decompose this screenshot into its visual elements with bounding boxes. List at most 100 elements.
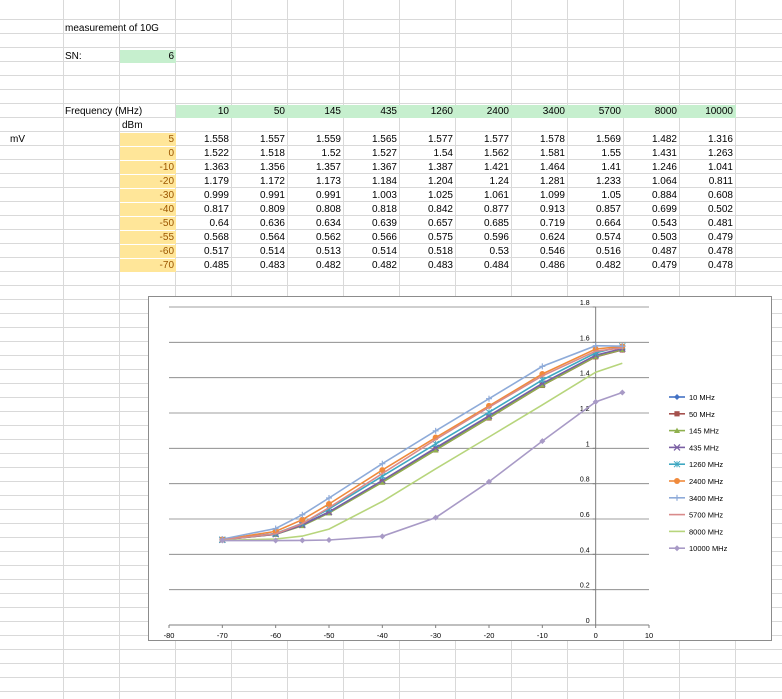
frequency-header-cell[interactable]: 1260 — [430, 106, 453, 117]
table-value-cell[interactable]: 0.877 — [483, 204, 509, 215]
table-value-cell[interactable]: 1.099 — [539, 190, 565, 201]
table-value-cell[interactable]: 1.316 — [707, 134, 733, 145]
table-value-cell[interactable]: 1.527 — [371, 148, 397, 159]
table-value-cell[interactable]: 1.281 — [539, 176, 565, 187]
dbm-cell[interactable]: -40 — [120, 203, 176, 216]
table-value-cell[interactable]: 1.55 — [601, 148, 621, 159]
table-value-cell[interactable]: 0.482 — [371, 260, 397, 271]
table-value-cell[interactable]: 0.484 — [483, 260, 509, 271]
dbm-cell[interactable]: 5 — [120, 133, 176, 146]
dbm-cell[interactable]: -55 — [120, 231, 176, 244]
table-value-cell[interactable]: 1.581 — [539, 148, 565, 159]
table-value-cell[interactable]: 1.357 — [315, 162, 341, 173]
table-value-cell[interactable]: 0.546 — [539, 246, 565, 257]
table-value-cell[interactable]: 1.565 — [371, 134, 397, 145]
table-value-cell[interactable]: 1.05 — [601, 190, 621, 201]
table-value-cell[interactable]: 0.809 — [259, 204, 285, 215]
table-value-cell[interactable]: 1.482 — [651, 134, 677, 145]
table-value-cell[interactable]: 1.577 — [483, 134, 509, 145]
table-value-cell[interactable]: 0.543 — [651, 218, 677, 229]
table-value-cell[interactable]: 1.522 — [203, 148, 229, 159]
dbm-cell[interactable]: -70 — [120, 259, 176, 272]
table-value-cell[interactable]: 0.811 — [708, 176, 733, 187]
table-value-cell[interactable]: 1.367 — [371, 162, 397, 173]
table-value-cell[interactable]: 0.518 — [427, 246, 453, 257]
table-value-cell[interactable]: 1.559 — [315, 134, 341, 145]
sn-value-cell[interactable]: 6 — [120, 50, 176, 63]
frequency-header-cell[interactable]: 3400 — [542, 106, 565, 117]
table-value-cell[interactable]: 0.624 — [539, 232, 565, 243]
table-value-cell[interactable]: 1.173 — [315, 176, 341, 187]
table-value-cell[interactable]: 0.514 — [259, 246, 285, 257]
table-value-cell[interactable]: 1.263 — [707, 148, 733, 159]
table-value-cell[interactable]: 0.568 — [203, 232, 229, 243]
table-value-cell[interactable]: 1.246 — [651, 162, 677, 173]
table-value-cell[interactable]: 0.516 — [595, 246, 621, 257]
table-value-cell[interactable]: 0.685 — [483, 218, 509, 229]
frequency-header-cell[interactable]: 10000 — [705, 106, 733, 117]
table-value-cell[interactable]: 0.483 — [427, 260, 453, 271]
table-value-cell[interactable]: 0.636 — [259, 218, 285, 229]
table-value-cell[interactable]: 0.991 — [315, 190, 341, 201]
table-value-cell[interactable]: 0.817 — [203, 204, 229, 215]
table-value-cell[interactable]: 1.172 — [259, 176, 285, 187]
frequency-header-cell[interactable]: 5700 — [598, 106, 621, 117]
table-value-cell[interactable]: 1.558 — [203, 134, 229, 145]
table-value-cell[interactable]: 1.569 — [595, 134, 621, 145]
table-value-cell[interactable]: 0.657 — [427, 218, 453, 229]
mv-unit-label[interactable]: mV — [10, 134, 25, 145]
table-value-cell[interactable]: 0.478 — [707, 246, 733, 257]
table-value-cell[interactable]: 0.483 — [259, 260, 285, 271]
table-value-cell[interactable]: 0.566 — [371, 232, 397, 243]
table-value-cell[interactable]: 0.664 — [595, 218, 621, 229]
frequency-header-cell[interactable]: 2400 — [486, 106, 509, 117]
frequency-header-cell[interactable]: 8000 — [654, 106, 677, 117]
table-value-cell[interactable]: 1.24 — [489, 176, 509, 187]
table-value-cell[interactable]: 0.562 — [315, 232, 341, 243]
table-value-cell[interactable]: 1.577 — [427, 134, 453, 145]
table-value-cell[interactable]: 0.564 — [259, 232, 285, 243]
frequency-label[interactable]: Frequency (MHz) — [65, 106, 143, 117]
table-value-cell[interactable]: 0.699 — [651, 204, 677, 215]
table-value-cell[interactable]: 0.913 — [539, 204, 565, 215]
table-value-cell[interactable]: 0.481 — [707, 218, 733, 229]
frequency-header-cell[interactable]: 435 — [380, 106, 397, 117]
table-value-cell[interactable]: 1.025 — [427, 190, 453, 201]
table-value-cell[interactable]: 0.502 — [707, 204, 733, 215]
table-value-cell[interactable]: 0.596 — [483, 232, 509, 243]
dbm-cell[interactable]: -50 — [120, 217, 176, 230]
table-value-cell[interactable]: 0.486 — [539, 260, 565, 271]
table-value-cell[interactable]: 0.639 — [371, 218, 397, 229]
sheet-title[interactable]: measurement of 10G — [65, 23, 159, 34]
sn-label[interactable]: SN: — [65, 51, 82, 62]
table-value-cell[interactable]: 0.479 — [707, 232, 733, 243]
dbm-cell[interactable]: 0 — [120, 147, 176, 160]
table-value-cell[interactable]: 0.64 — [209, 218, 229, 229]
dbm-cell[interactable]: -20 — [120, 175, 176, 188]
table-value-cell[interactable]: 1.003 — [371, 190, 397, 201]
table-value-cell[interactable]: 1.184 — [371, 176, 397, 187]
table-value-cell[interactable]: 1.518 — [259, 148, 285, 159]
table-value-cell[interactable]: 1.041 — [707, 162, 733, 173]
table-value-cell[interactable]: 0.808 — [315, 204, 341, 215]
table-value-cell[interactable]: 0.608 — [707, 190, 733, 201]
table-value-cell[interactable]: 1.431 — [651, 148, 677, 159]
table-value-cell[interactable]: 0.482 — [595, 260, 621, 271]
table-value-cell[interactable]: 0.485 — [203, 260, 229, 271]
table-value-cell[interactable]: 1.387 — [427, 162, 453, 173]
table-value-cell[interactable]: 0.487 — [651, 246, 677, 257]
table-value-cell[interactable]: 1.233 — [595, 176, 621, 187]
table-value-cell[interactable]: 1.578 — [539, 134, 565, 145]
dbm-unit-label[interactable]: dBm — [122, 120, 143, 131]
table-value-cell[interactable]: 0.514 — [371, 246, 397, 257]
table-value-cell[interactable]: 1.356 — [259, 162, 285, 173]
table-value-cell[interactable]: 0.479 — [651, 260, 677, 271]
table-value-cell[interactable]: 0.999 — [203, 190, 229, 201]
frequency-header-cell[interactable]: 145 — [324, 106, 341, 117]
table-value-cell[interactable]: 0.53 — [489, 246, 509, 257]
table-value-cell[interactable]: 0.842 — [427, 204, 453, 215]
table-value-cell[interactable]: 1.421 — [483, 162, 509, 173]
table-value-cell[interactable]: 1.562 — [483, 148, 509, 159]
table-value-cell[interactable]: 1.179 — [203, 176, 229, 187]
table-value-cell[interactable]: 0.575 — [427, 232, 453, 243]
